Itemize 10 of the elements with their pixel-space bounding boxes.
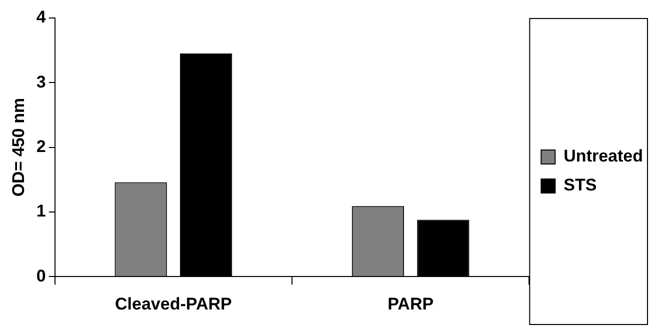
y-tick-label: 0 xyxy=(36,266,46,286)
legend-label: STS xyxy=(564,176,597,195)
y-tick-label: 1 xyxy=(36,202,46,221)
x-tick-label: PARP xyxy=(388,294,434,314)
y-tick-label: 3 xyxy=(36,72,46,92)
x-tick-label: Cleaved-PARP xyxy=(115,294,232,314)
y-tick-label: 4 xyxy=(36,8,46,27)
y-axis-title: OD= 450 nm xyxy=(8,98,28,197)
y-tick-label: 2 xyxy=(36,136,46,156)
legend-label: Untreated xyxy=(564,146,644,166)
